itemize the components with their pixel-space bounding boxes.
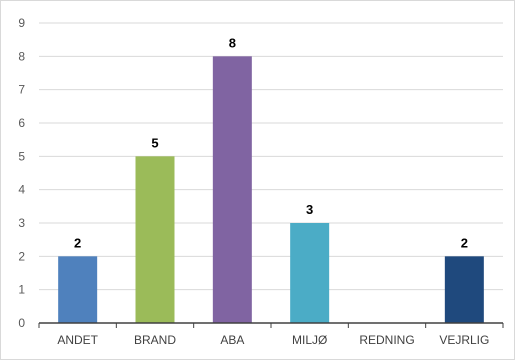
y-tick-label-7: 7: [18, 83, 25, 97]
x-tick-label-miljø: MILJØ: [292, 333, 327, 347]
y-tick-label-5: 5: [18, 149, 25, 163]
data-label-brand: 5: [151, 135, 158, 150]
y-tick-label-6: 6: [18, 116, 25, 130]
x-axis-category-labels: ANDET BRAND ABA MILJØ REDNING VEJRLIG: [57, 333, 489, 347]
data-labels: 2 5 8 3 2: [74, 35, 468, 250]
bar-aba: [212, 56, 252, 323]
x-axis: [38, 322, 504, 328]
y-axis-tick-labels: 0 1 2 3 4 5 6 7 8 9: [18, 16, 25, 330]
bar-brand: [135, 156, 175, 323]
x-tick-label-andet: ANDET: [57, 333, 98, 347]
x-tick-label-redning: REDNING: [359, 333, 414, 347]
y-tick-label-2: 2: [18, 249, 25, 263]
data-label-miljø: 3: [306, 202, 313, 217]
bar-andet: [58, 256, 98, 323]
x-tick-label-aba: ABA: [220, 333, 244, 347]
gridlines: [39, 22, 503, 291]
bars: [58, 56, 484, 323]
x-tick-label-brand: BRAND: [134, 333, 176, 347]
data-label-vejrlig: 2: [461, 235, 468, 250]
y-tick-label-8: 8: [18, 49, 25, 63]
y-tick-label-9: 9: [18, 16, 25, 30]
bar-vejrlig: [444, 256, 484, 323]
y-tick-label-1: 1: [18, 283, 25, 297]
y-tick-label-0: 0: [18, 316, 25, 330]
data-label-aba: 8: [229, 35, 236, 50]
bar-miljø: [290, 223, 330, 323]
y-tick-label-3: 3: [18, 216, 25, 230]
y-tick-label-4: 4: [18, 183, 25, 197]
x-tick-label-vejrlig: VEJRLIG: [439, 333, 489, 347]
data-label-andet: 2: [74, 235, 81, 250]
